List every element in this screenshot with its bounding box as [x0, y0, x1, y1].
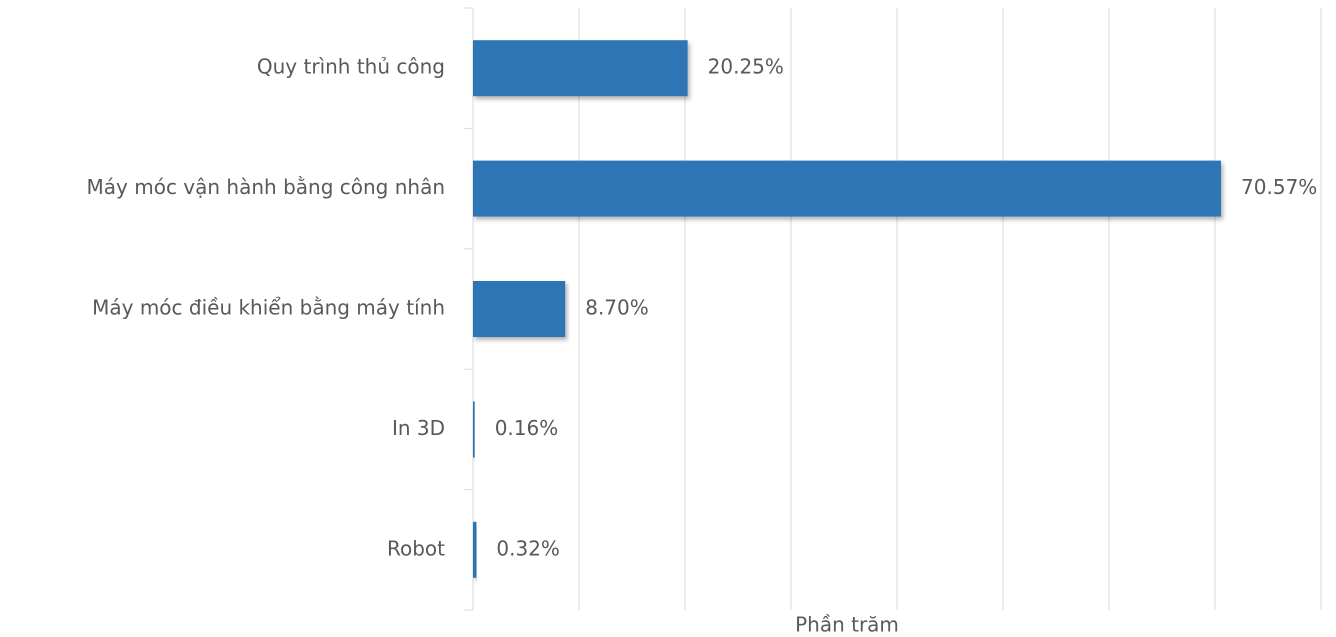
data-label: 70.57%	[1241, 175, 1317, 199]
y-tick-label: Robot	[387, 536, 445, 560]
data-label: 0.32%	[496, 536, 560, 560]
data-label: 8.70%	[585, 296, 649, 320]
bar	[473, 160, 1222, 217]
y-tick-label: Máy móc vận hành bằng công nhân	[87, 175, 445, 199]
x-axis-label: Phần trăm	[795, 613, 899, 637]
y-tick-label: Máy móc điều khiển bằng máy tính	[92, 296, 445, 320]
bar	[473, 281, 566, 337]
bar	[473, 401, 475, 458]
y-tick-label: In 3D	[392, 416, 445, 440]
data-label: 20.25%	[708, 55, 784, 79]
bar	[473, 40, 688, 97]
y-tick-label: Quy trình thủ công	[257, 55, 445, 79]
data-label: 0.16%	[495, 416, 559, 440]
bar	[473, 521, 477, 578]
